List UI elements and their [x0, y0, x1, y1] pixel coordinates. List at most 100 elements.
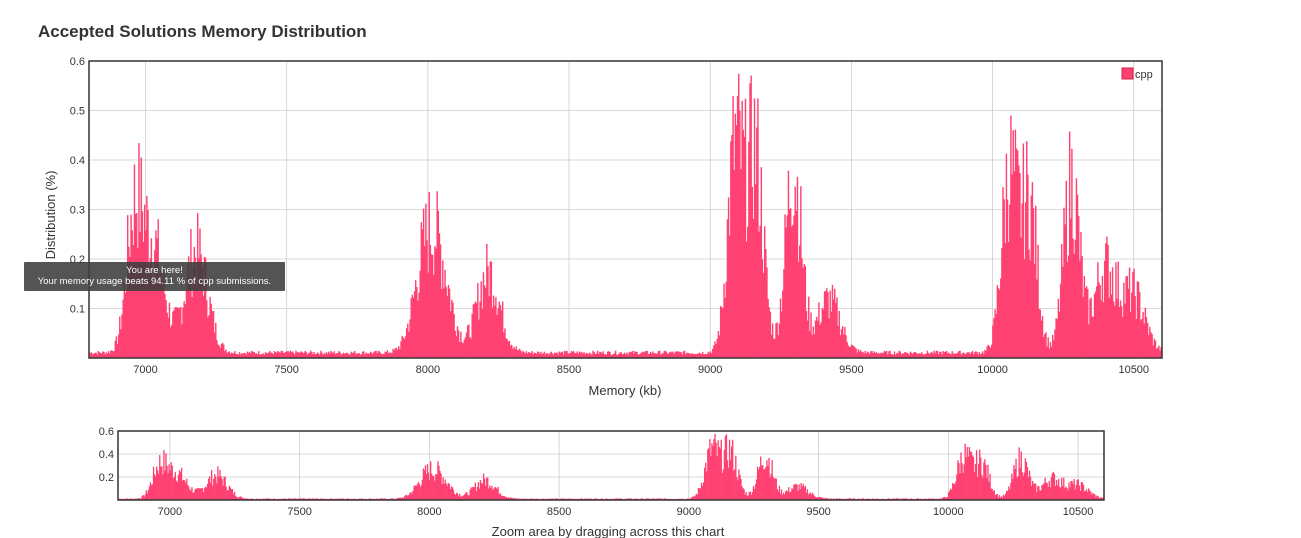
main-bar: [978, 352, 981, 358]
main-bar: [801, 258, 803, 358]
main-bar: [138, 143, 140, 358]
main-bar: [364, 354, 366, 358]
main-bar: [507, 341, 510, 358]
main-bar: [154, 250, 156, 358]
main-bar: [209, 296, 211, 358]
main-bar: [274, 351, 277, 358]
navigator-bar: [185, 482, 187, 500]
navigator-bar: [237, 497, 240, 500]
y-axis-title: Distribution (%): [43, 171, 58, 260]
page-title: Accepted Solutions Memory Distribution: [38, 22, 367, 41]
navigator-bar: [222, 485, 224, 500]
navigator-bar: [783, 494, 786, 500]
main-bar: [307, 353, 310, 358]
navigator-bar: [776, 489, 778, 500]
navigator-bar: [446, 485, 448, 500]
navigator-bar: [454, 494, 457, 500]
navigator-bar: [785, 490, 788, 500]
main-bar: [800, 186, 802, 358]
navigator-bar: [916, 498, 919, 500]
main-bar: [177, 307, 180, 358]
navigator-bar: [1059, 487, 1062, 500]
main-bar: [679, 351, 681, 358]
main-bar: [167, 317, 170, 358]
navigator-bar: [988, 481, 990, 500]
main-bar: [277, 350, 279, 358]
main-bar: [536, 351, 539, 358]
navigator-bar: [819, 497, 821, 500]
navigator-bar: [802, 483, 804, 500]
main-bar: [819, 324, 821, 358]
main-bar: [390, 352, 392, 358]
main-bar: [788, 209, 791, 358]
main-bar: [509, 345, 512, 358]
navigator-bar: [706, 471, 708, 500]
navigator-bar: [965, 457, 967, 500]
navigator-bar: [1012, 478, 1014, 500]
navigator-bar: [1049, 487, 1051, 500]
main-bar: [1062, 266, 1064, 358]
navigator-bar: [729, 459, 732, 500]
navigator-bar: [897, 498, 899, 500]
navigator-bar: [181, 480, 184, 500]
navigator-bar: [1020, 451, 1022, 500]
navigator-bar: [462, 495, 464, 500]
navigator-bar: [458, 496, 460, 500]
main-y-tick-label: 0.4: [70, 155, 85, 167]
navigator-bar: [1076, 480, 1078, 500]
main-bar: [190, 228, 192, 358]
navigator-bar: [495, 487, 497, 500]
main-bar: [713, 345, 715, 358]
main-bar: [139, 231, 141, 358]
main-bar: [268, 352, 270, 358]
navigator-bar: [1057, 478, 1060, 500]
navigator-bar: [1029, 476, 1032, 500]
main-bar: [228, 351, 231, 358]
main-bar: [165, 299, 167, 358]
main-bar: [247, 352, 250, 358]
navigator-bar: [153, 474, 156, 500]
main-bar: [349, 354, 351, 358]
main-bar: [873, 351, 875, 358]
navigator-bar: [1025, 462, 1028, 500]
main-bar: [261, 353, 263, 358]
main-bar: [942, 351, 944, 358]
main-bar: [721, 307, 723, 358]
main-bar: [979, 354, 982, 358]
main-bar: [431, 254, 434, 358]
navigator-bar: [459, 493, 461, 500]
main-bar: [219, 348, 222, 358]
navigator-bar: [194, 489, 196, 500]
navigator-x-tick-label: 10000: [933, 506, 964, 518]
main-bar: [949, 353, 951, 358]
navigator-bar: [405, 494, 407, 500]
main-bar: [326, 353, 329, 358]
main-bar: [1056, 319, 1058, 358]
navigator-bar: [212, 485, 214, 500]
navigator-bar: [464, 494, 466, 500]
navigator-bar: [1089, 490, 1091, 500]
navigator-bar: [207, 478, 210, 500]
navigator-bar: [157, 470, 159, 500]
navigator-bar: [628, 498, 630, 500]
navigator-bar: [861, 498, 864, 500]
navigator-bar: [725, 434, 728, 500]
navigator-bar: [485, 485, 487, 500]
navigator-bar: [701, 486, 704, 500]
main-bar: [132, 245, 135, 358]
navigator-bar: [428, 480, 431, 500]
navigator-bar: [283, 498, 285, 500]
main-bar: [386, 350, 389, 358]
navigator-bar: [493, 488, 495, 500]
navigator-bar: [794, 484, 796, 500]
navigator-bar: [974, 464, 977, 500]
main-bar: [1073, 253, 1075, 358]
main-bar: [1022, 143, 1025, 358]
main-bar: [924, 353, 926, 358]
main-bar: [1136, 281, 1139, 358]
navigator-bar: [444, 479, 446, 500]
navigator-bar: [955, 481, 957, 500]
main-bar: [333, 351, 336, 358]
main-bar: [527, 352, 530, 358]
